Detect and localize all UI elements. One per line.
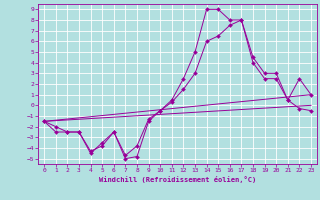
X-axis label: Windchill (Refroidissement éolien,°C): Windchill (Refroidissement éolien,°C) [99, 176, 256, 183]
